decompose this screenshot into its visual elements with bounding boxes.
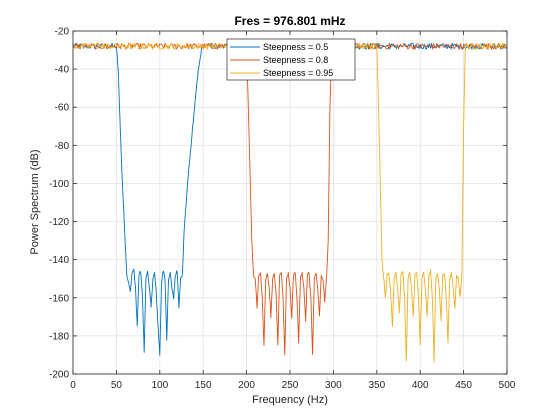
y-tick-label: -40 <box>55 65 70 76</box>
chart-title: Fres = 976.801 mHz <box>234 14 345 28</box>
x-tick-label: 400 <box>412 380 429 391</box>
x-tick-label: 300 <box>325 380 342 391</box>
x-tick-label: 500 <box>499 380 516 391</box>
y-tick-label: -140 <box>49 255 69 266</box>
x-tick-label: 100 <box>151 380 168 391</box>
y-tick-label: -160 <box>49 293 69 304</box>
y-axis-label: Power Spectrum (dB) <box>29 149 41 254</box>
series-line-1 <box>72 42 508 356</box>
x-tick-label: 200 <box>238 380 255 391</box>
x-tick-label: 250 <box>282 380 299 391</box>
x-tick-label: 350 <box>368 380 385 391</box>
x-axis-label: Frequency (Hz) <box>252 394 328 406</box>
tick-labels: 0 50 100 150 200 250 300 350 400 450 500 -200 -180 -1… <box>49 27 516 392</box>
y-tick-label: -100 <box>49 179 69 190</box>
x-tick-label: 0 <box>70 380 76 391</box>
y-tick-label: -120 <box>49 217 69 228</box>
x-tick-label: 50 <box>111 380 123 391</box>
x-tick-label: 450 <box>455 380 472 391</box>
legend: Steepness = 0.5 Steepness = 0.8 Steepnes… <box>226 38 356 81</box>
y-tick-label: -180 <box>49 331 69 342</box>
legend-label-steepness-0.8: Steepness = 0.8 <box>263 55 328 65</box>
y-tick-label: -20 <box>55 27 70 38</box>
y-tick-label: -200 <box>49 370 69 381</box>
legend-label-steepness-0.5: Steepness = 0.5 <box>263 42 328 52</box>
y-tick-label: -60 <box>55 103 70 114</box>
axis-ticks <box>72 30 508 375</box>
x-tick-label: 150 <box>195 380 212 391</box>
legend-label-steepness-0.95: Steepness = 0.95 <box>263 68 333 78</box>
y-tick-label: -80 <box>55 141 70 152</box>
